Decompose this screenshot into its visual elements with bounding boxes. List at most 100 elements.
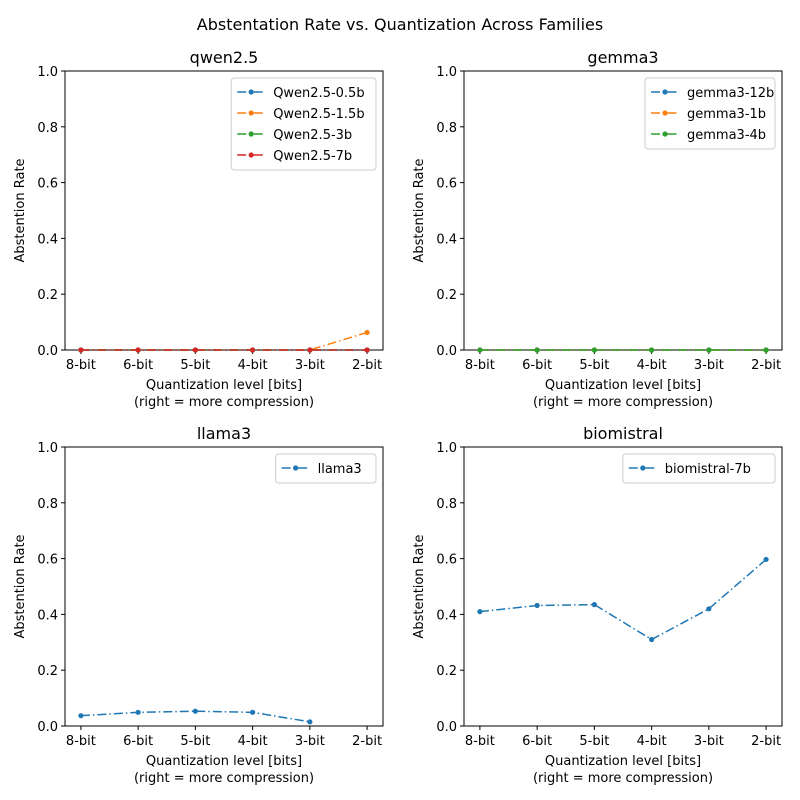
legend: gemma3-12b gemma3-1b gemma3-4b [644,77,776,150]
legend-swatch-marker [662,110,668,116]
x-tick-label: 5-bit [180,734,210,749]
x-axis-label-line2: (right = more compression) [533,395,713,410]
data-point-gemma3-4b [591,347,597,353]
x-axis-label-line2: (right = more compression) [134,395,314,410]
y-tick-label: 0.8 [436,497,457,512]
data-point-Qwen2.5-7b [135,347,141,353]
y-axis-label: Abstention Rate [412,534,427,638]
data-point-gemma3-4b [534,347,540,353]
y-tick-label: 0.2 [436,664,457,679]
data-point-biomistral-7b [763,556,769,563]
x-axis-label-line2: (right = more compression) [533,771,713,786]
x-tick-label: 5-bit [180,358,210,373]
legend-swatch-marker [248,152,254,158]
x-tick-label: 2-bit [751,358,781,373]
y-axis-label: Abstention Rate [13,534,28,638]
x-tick-label: 3-bit [694,358,724,373]
x-tick-label: 2-bit [352,358,382,373]
data-point-llama3 [135,709,141,715]
subplot-title: llama3 [197,424,251,443]
data-point-gemma3-4b [706,347,712,353]
data-point-llama3 [78,713,84,719]
data-point-Qwen2.5-7b [307,347,313,353]
x-tick-label: 5-bit [579,734,609,749]
x-tick-label: 3-bit [295,734,325,749]
legend-swatch-marker [293,465,299,471]
y-tick-label: 0.0 [436,720,457,735]
x-tick-label: 8-bit [66,358,96,373]
y-tick-label: 0.0 [37,344,58,359]
subplot-title: gemma3 [587,48,658,67]
x-tick-label: 6-bit [123,734,153,749]
y-tick-label: 1.0 [436,441,457,456]
y-tick-label: 1.0 [37,65,58,80]
x-tick-label: 2-bit [352,734,382,749]
x-axis-label-line2: (right = more compression) [134,771,314,786]
y-tick-label: 0.4 [37,232,58,247]
y-axis-label: Abstention Rate [412,158,427,262]
legend-label: Qwen2.5-0.5b [273,86,364,101]
legend-label: Qwen2.5-3b [273,128,352,143]
x-tick-label: 4-bit [637,358,667,373]
legend-label: gemma3-4b [687,128,766,143]
legend: biomistral-7b [622,453,776,484]
legend-label: biomistral-7b [665,462,751,477]
data-point-llama3 [250,709,256,715]
x-axis-label: Quantization level [bits] [545,754,701,769]
y-axis-label: Abstention Rate [13,158,28,262]
legend-box [622,453,776,484]
x-tick-label: 6-bit [522,358,552,373]
legend: Qwen2.5-0.5b Qwen2.5-1.5b Qwen2.5-3b Qwen2.… [230,77,377,171]
x-tick-label: 2-bit [751,734,781,749]
data-point-Qwen2.5-7b [192,347,198,353]
x-tick-label: 3-bit [295,358,325,373]
data-point-biomistral-7b [649,636,655,643]
x-tick-label: 4-bit [238,734,268,749]
subplot-biomistral: biomistral 8-bit 6-bit 5-bit 4-bit 3-bit 2-bit… [412,424,783,786]
y-tick-label: 0.6 [37,177,58,192]
subplot-grid: qwen2.5 8-bit 6-bit 5-bit 4-bit 3-bit 2-bit 0.0… [13,48,783,786]
legend-label: Qwen2.5-7b [273,149,352,164]
x-axis-label: Quantization level [bits] [545,378,701,393]
subplot-gemma3: gemma3 8-bit 6-bit 5-bit 4-bit 3-bit 2-bit 0.0 0… [412,48,783,410]
y-tick-label: 0.6 [436,177,457,192]
legend-box [230,77,377,171]
data-point-llama3 [192,708,198,714]
y-tick-label: 0.8 [37,497,58,512]
data-point-Qwen2.5-1.5b [364,329,370,336]
y-tick-label: 0.6 [37,553,58,568]
y-tick-label: 0.2 [37,288,58,303]
y-tick-label: 0.4 [436,608,457,623]
data-point-biomistral-7b [591,602,597,608]
data-point-Qwen2.5-7b [78,347,84,353]
legend-swatch-marker [662,131,668,137]
legend-box [275,453,377,484]
x-tick-label: 6-bit [123,358,153,373]
x-tick-label: 4-bit [238,358,268,373]
legend-swatch-marker [640,465,646,471]
legend: llama3 [275,453,377,484]
x-tick-label: 3-bit [694,734,724,749]
legend-swatch-marker [248,131,254,137]
x-tick-label: 4-bit [637,734,667,749]
y-tick-label: 0.4 [37,608,58,623]
y-tick-label: 0.2 [436,288,457,303]
y-tick-label: 0.8 [436,121,457,136]
y-tick-label: 0.8 [37,121,58,136]
y-tick-label: 0.4 [436,232,457,247]
legend-swatch-marker [248,110,254,116]
series-line-Qwen2.5-1.5b [80,331,368,351]
x-axis-label: Quantization level [bits] [146,754,302,769]
data-point-Qwen2.5-7b [250,347,256,353]
data-point-biomistral-7b [477,609,483,615]
legend-label: llama3 [318,462,362,477]
axes-frame [463,70,783,351]
subplot-title: biomistral [583,424,663,443]
legend-label: gemma3-12b [687,86,774,101]
series-line-llama3 [80,710,310,723]
y-tick-label: 0.0 [436,344,457,359]
legend-label: Qwen2.5-1.5b [273,107,364,122]
data-point-gemma3-4b [477,347,483,353]
legend-box [644,77,776,150]
